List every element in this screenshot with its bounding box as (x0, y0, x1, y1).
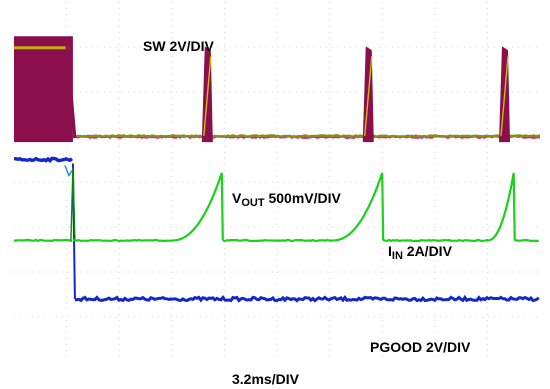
sw-burst-tail (65, 44, 77, 139)
iin-ramp (72, 172, 224, 243)
iin-trace-segment (13, 238, 73, 243)
sw-low-trace (13, 134, 541, 139)
pgood-low-trace (74, 294, 540, 303)
sw-burst-highside-line (364, 56, 373, 137)
iin-transition-spike (70, 167, 76, 241)
channel-labels: SW 2V/DIV VOUT 500mV/DIV IIN 2A/DIV PGOO… (143, 38, 471, 387)
sw-burst-highside-band (14, 46, 69, 50)
time-per-div-label: 3.2ms/DIV (232, 371, 300, 387)
pgood-high-trace (13, 156, 74, 164)
sw-channel-label: SW 2V/DIV (143, 38, 214, 54)
iin-channel-label: IIN 2A/DIV (388, 243, 453, 262)
sw-burst-highside-line (203, 56, 212, 137)
traces (13, 36, 541, 303)
pgood-channel-label: PGOOD 2V/DIV (370, 339, 471, 355)
iin-ramp (382, 172, 516, 243)
iin-ramp (222, 172, 385, 243)
iin-trace-tail (514, 239, 539, 243)
sw-burst (14, 36, 73, 143)
graticule (14, 2, 540, 362)
vout-channel-label: VOUT 500mV/DIV (232, 190, 342, 209)
sw-burst-highside-line (500, 56, 509, 137)
pgood-transition-glitch (64, 165, 74, 177)
